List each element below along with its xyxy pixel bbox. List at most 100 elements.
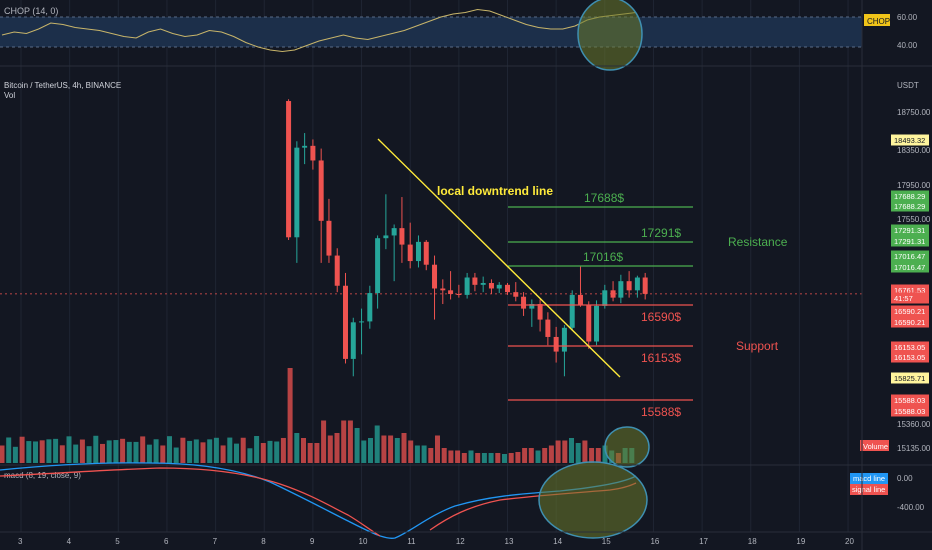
price-tag [891, 351, 929, 363]
volume-bar [414, 445, 420, 463]
candle-body [432, 264, 438, 289]
volume-bar [46, 439, 52, 463]
candle-body [359, 321, 365, 323]
macd-line-tag-text: macd line [853, 474, 885, 483]
volume-bar [106, 440, 112, 463]
candle-body [448, 290, 454, 294]
price-tag [891, 394, 929, 406]
volume-bar [569, 438, 574, 463]
level-label-17688: 17688$ [584, 191, 624, 205]
volume-bar [555, 440, 561, 463]
candle-body [610, 290, 616, 298]
candle-body [472, 277, 478, 285]
price-tick-label: 18750.00 [897, 108, 931, 117]
volume-bar [79, 439, 85, 463]
volume-bar [220, 445, 226, 463]
volume-bar [19, 436, 25, 463]
candle-body [456, 293, 462, 295]
candle-body [464, 277, 470, 295]
macd-line-tag [850, 473, 888, 484]
candle-body [399, 228, 405, 245]
x-tick-label: 10 [359, 537, 368, 546]
volume-bar [334, 433, 340, 463]
candle-body [626, 281, 632, 291]
price-tag-text: 15588.03 [894, 396, 925, 405]
price-tag [891, 261, 929, 273]
main-pane[interactable]: Bitcoin / TetherUS, 4h, BINANCE Vol USDT… [0, 81, 931, 468]
x-tick-label: 6 [164, 537, 169, 546]
candle-body [537, 304, 543, 320]
chop-label: CHOP (14, 0) [4, 6, 58, 16]
volume-bar [327, 435, 333, 463]
volume-bar [582, 440, 588, 463]
volume-bars [0, 368, 635, 463]
price-tag-text: 15588.03 [894, 407, 925, 416]
volume-bar [435, 435, 440, 463]
volume-tag [860, 440, 889, 451]
candle-body [505, 284, 510, 293]
volume-bar [515, 452, 521, 463]
price-tag-text: 17688.29 [894, 202, 925, 211]
symbol-label: Bitcoin / TetherUS, 4h, BINANCE [4, 81, 121, 90]
volume-bar [401, 433, 407, 463]
macd-pane[interactable]: macd (8, 19, close, 9) macd line signal … [0, 461, 925, 539]
price-tag [891, 250, 929, 262]
volume-bar [200, 442, 206, 463]
volume-bar [595, 448, 601, 463]
price-tag [891, 341, 929, 353]
chop-tick-40: 40.00 [897, 41, 918, 50]
volume-bar [53, 438, 59, 463]
level-label-17016: 17016$ [583, 250, 623, 264]
volume-bar [267, 440, 273, 463]
volume-bar [173, 447, 179, 463]
candle-body [577, 294, 583, 305]
price-tag-text: 16153.05 [894, 353, 925, 362]
volume-bar [86, 446, 92, 463]
candle-body [342, 285, 348, 359]
macd-highlight-ellipse [538, 461, 648, 539]
price-tag-text: 17016.47 [894, 252, 925, 261]
candle-body [480, 283, 486, 285]
volume-bar [113, 440, 119, 463]
volume-bar [495, 453, 501, 463]
chop-pane[interactable]: CHOP (14, 0) CHOP 60.00 40.00 [0, 0, 918, 71]
price-tag [891, 372, 929, 384]
price-tag-text: 16761.53 [894, 286, 925, 295]
volume-bar [160, 445, 166, 463]
price-tag-text: 15825.71 [894, 374, 925, 383]
price-tag [891, 292, 929, 304]
x-tick-label: 12 [456, 537, 465, 546]
volume-bar [602, 445, 608, 463]
price-tag [891, 134, 929, 146]
volume-highlight-ellipse [604, 426, 650, 468]
candle-body [594, 305, 600, 342]
candle-body [561, 327, 567, 352]
volume-bar [73, 444, 79, 463]
candle-body [569, 294, 575, 328]
x-tick-label: 15 [602, 537, 611, 546]
volume-bar [180, 437, 186, 463]
x-tick-label: 17 [699, 537, 708, 546]
candle-body [440, 288, 446, 291]
level-label-17291: 17291$ [641, 226, 681, 240]
volume-bar [535, 450, 541, 463]
price-tag-text: 41:57 [894, 294, 913, 303]
candle-body [529, 304, 535, 309]
volume-bar [562, 440, 568, 463]
volume-bar [227, 437, 233, 463]
volume-bar [428, 448, 434, 463]
candle-body [407, 244, 413, 262]
volume-bar [254, 436, 260, 463]
candle-body [634, 277, 640, 291]
price-tag-text: 17688.29 [894, 192, 925, 201]
volume-bar [234, 443, 239, 463]
volume-bar [12, 446, 18, 463]
volume-bar [522, 448, 528, 463]
candle-body [423, 241, 429, 265]
volume-bar [528, 448, 534, 463]
candle-body [302, 145, 308, 148]
candle-body [586, 304, 592, 342]
volume-bar [126, 441, 132, 463]
